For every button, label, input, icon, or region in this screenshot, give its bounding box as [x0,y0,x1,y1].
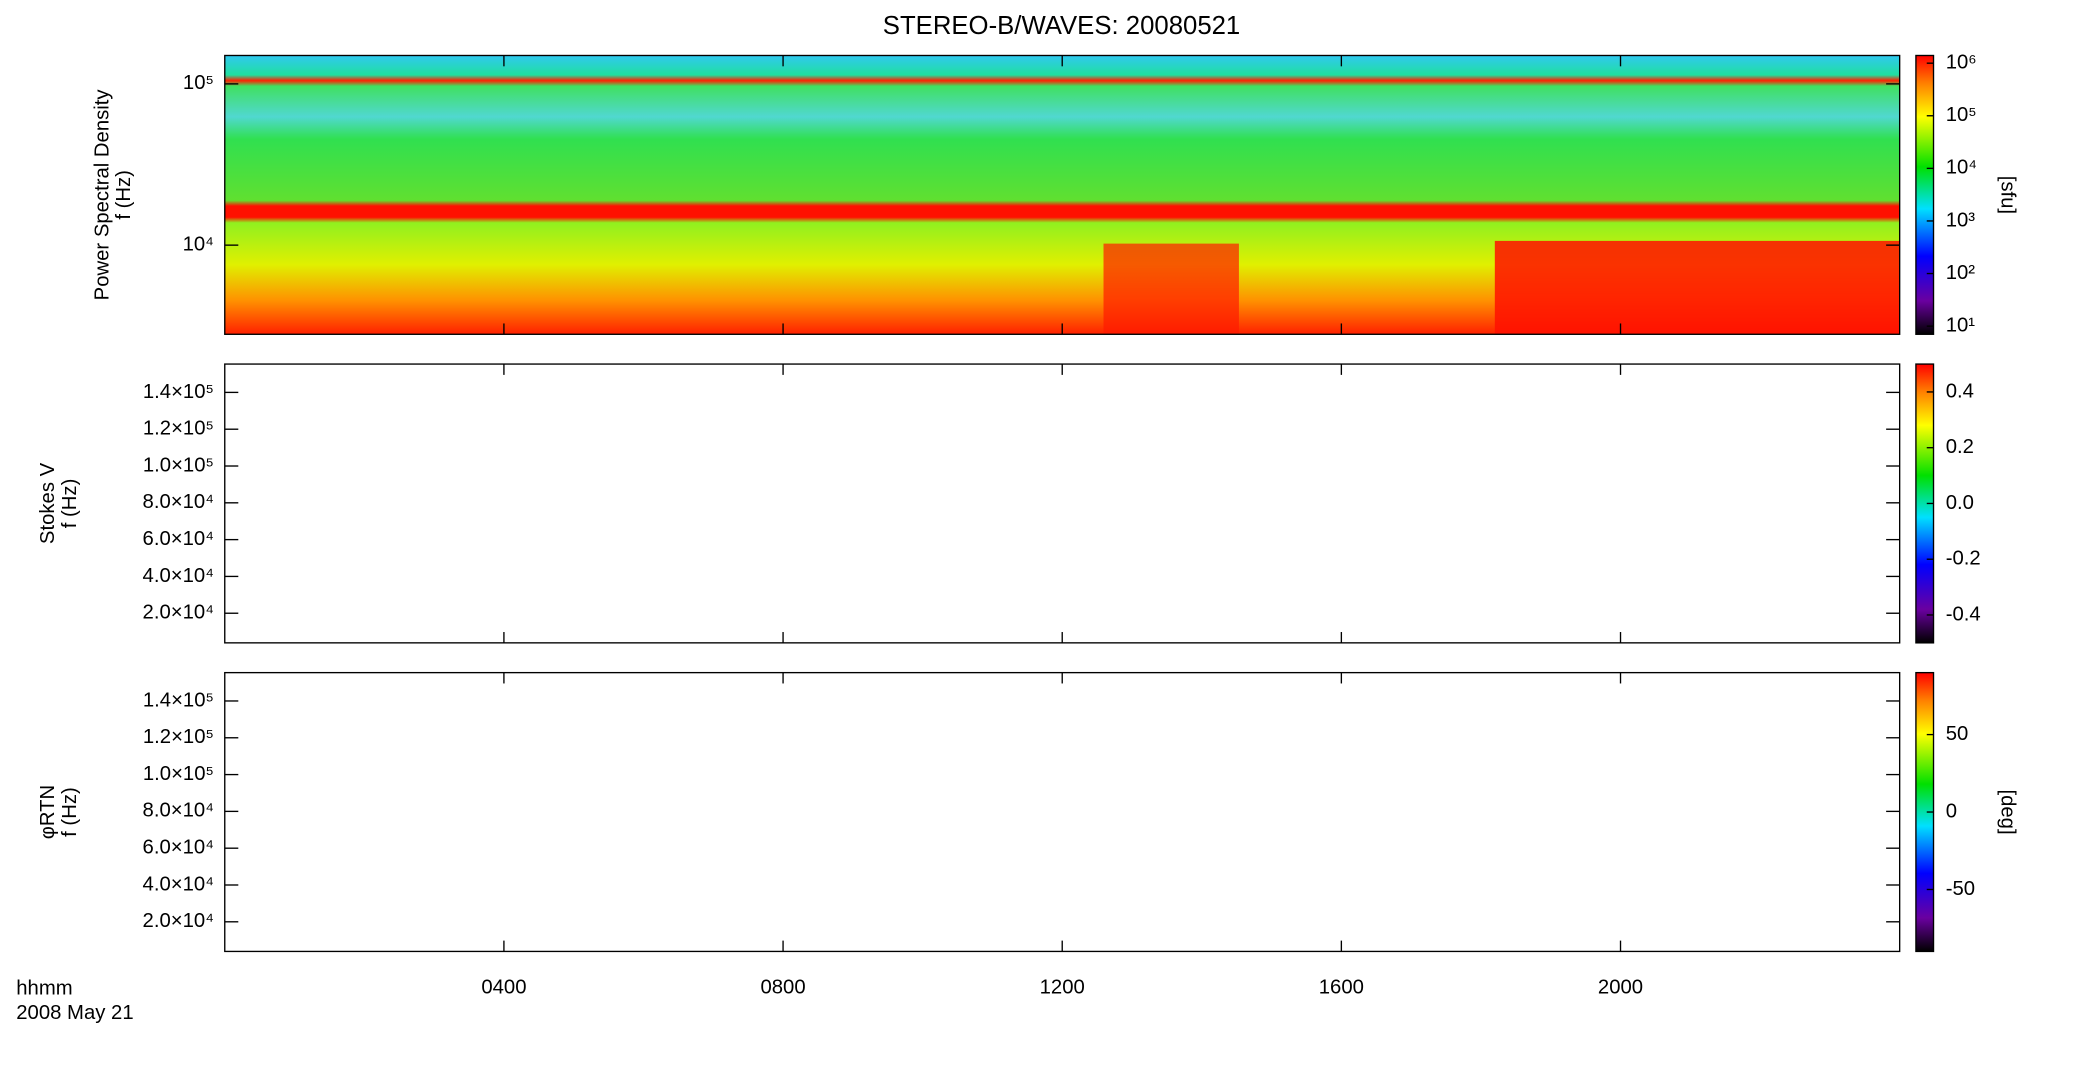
y-tick-label: 1.4×10⁵ [143,689,214,711]
x-tick-label: 1200 [1040,976,1085,998]
colorbar [1915,54,1935,335]
y-tick-label: 2.0×10⁴ [143,602,214,624]
x-axis-label: hhmm [16,978,72,1000]
colorbar-tick-label: -0.4 [1946,603,1981,625]
y-tick-label: 1.0×10⁵ [143,763,214,785]
colorbar-tick-label: 10¹ [1946,315,1976,337]
y-tick-label: 8.0×10⁴ [143,800,214,822]
plot-frame [224,671,1901,953]
colorbar-tick-label: -0.2 [1946,548,1981,570]
colorbar-tick-label: 0 [1946,800,1957,822]
y-axis-label: φRTN [37,785,59,840]
x-tick-label: 2000 [1598,976,1643,998]
colorbar-tick-label: 10⁵ [1946,104,1977,126]
y-tick-label: 1.2×10⁵ [143,418,214,440]
y-tick-label: 10⁴ [183,233,214,255]
y-tick-label: 6.0×10⁴ [143,528,214,550]
x-axis-label: 2008 May 21 [16,1002,133,1024]
chart-title: STEREO-B/WAVES: 20080521 [883,12,1240,40]
y-tick-label: 1.4×10⁵ [143,381,214,403]
x-tick-label: 0400 [481,976,526,998]
y-tick-label: 2.0×10⁴ [143,910,214,932]
y-tick-label: 8.0×10⁴ [143,491,214,513]
y-axis-label: f (Hz) [59,479,81,529]
colorbar-label: [sfu] [1996,176,2018,214]
colorbar-tick-label: 0.0 [1946,492,1974,514]
y-tick-label: 6.0×10⁴ [143,837,214,859]
colorbar-tick-label: 0.2 [1946,436,1974,458]
y-tick-label: 1.0×10⁵ [143,454,214,476]
colorbar-tick-label: -50 [1946,878,1975,900]
y-tick-label: 1.2×10⁵ [143,726,214,748]
y-axis-label: Stokes V [37,462,59,544]
x-tick-label: 0800 [760,976,805,998]
colorbar-tick-label: 10³ [1946,209,1976,231]
y-tick-label: 10⁵ [183,72,214,94]
y-axis-label: f (Hz) [59,787,81,837]
y-axis-label: f (Hz) [113,170,135,220]
colorbar-tick-label: 50 [1946,723,1969,745]
y-tick-label: 4.0×10⁴ [143,873,214,895]
colorbar-tick-label: 10⁶ [1946,52,1977,74]
x-tick-label: 1600 [1319,976,1364,998]
y-tick-label: 4.0×10⁴ [143,565,214,587]
colorbar-label: [deg] [1996,789,2018,834]
spectrogram-image [224,55,1900,335]
colorbar-tick-label: 0.4 [1946,380,1974,402]
colorbar-tick-label: 10² [1946,262,1976,284]
y-axis-label: Power Spectral Density [91,89,113,301]
colorbar-tick-label: 10⁴ [1946,157,1977,179]
plot-frame [224,363,1901,644]
